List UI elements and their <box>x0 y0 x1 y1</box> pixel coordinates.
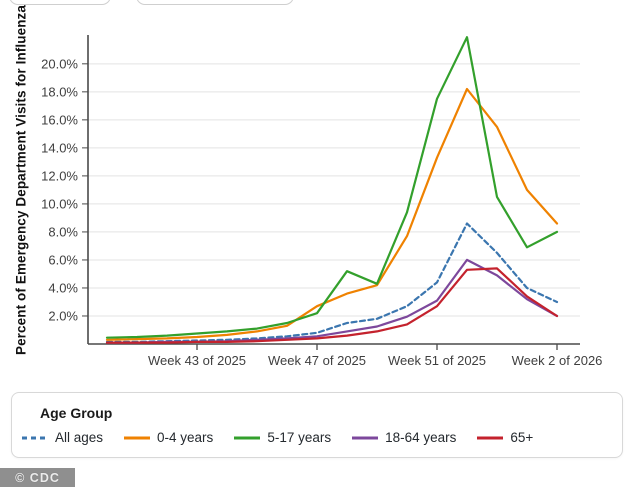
y-tick-label: 6.0% <box>48 252 78 267</box>
legend: Age Group All ages 0-4 years 5-17 years 18-… <box>11 392 623 458</box>
legend-item-0-4-years[interactable]: 0-4 years <box>124 430 213 445</box>
legend-item-label: 5-17 years <box>267 430 332 445</box>
legend-swatch-line <box>477 436 504 439</box>
series-line-65- <box>105 267 559 344</box>
x-tick-label: Week 47 of 2025 <box>268 353 366 368</box>
y-tick-label: 4.0% <box>48 280 78 295</box>
legend-item-label: 18-64 years <box>385 430 457 445</box>
x-tick-label: Week 43 of 2025 <box>148 353 246 368</box>
y-tick-label: 12.0% <box>41 168 78 183</box>
legend-swatch-line <box>352 436 379 439</box>
cdc-watermark-text: © CDC <box>15 470 60 485</box>
y-tick-label: 16.0% <box>41 112 78 127</box>
y-tick-label: 8.0% <box>48 224 78 239</box>
x-tick-label: Week 2 of 2026 <box>512 353 603 368</box>
y-tick-label: 10.0% <box>41 196 78 211</box>
series-line-18-64-years <box>105 258 559 344</box>
series-line-0-4-years <box>105 87 559 341</box>
series-line-all-ages <box>105 222 559 343</box>
legend-items: All ages 0-4 years 5-17 years 18-64 years 65… <box>22 430 622 445</box>
legend-item-18-64-years[interactable]: 18-64 years <box>352 430 456 445</box>
y-tick-label: 18.0% <box>41 84 78 99</box>
legend-item-all-ages[interactable]: All ages <box>22 430 103 445</box>
x-tick-label: Week 51 of 2025 <box>388 353 486 368</box>
legend-title: Age Group <box>40 405 113 421</box>
legend-item-label: 65+ <box>510 430 534 445</box>
legend-swatch-line <box>124 436 151 439</box>
y-tick-label: 20.0% <box>41 56 78 71</box>
cdc-watermark: © CDC <box>0 468 75 487</box>
legend-item-label: 0-4 years <box>157 430 214 445</box>
legend-swatch-line <box>234 436 261 439</box>
series-line-5-17-years <box>105 36 559 339</box>
y-tick-label: 2.0% <box>48 308 78 323</box>
legend-item-65-[interactable]: 65+ <box>477 430 533 445</box>
influenza-ed-visits-chart: Percent of Emergency Department Visits f… <box>14 5 603 368</box>
legend-item-label: All ages <box>55 430 104 445</box>
legend-item-5-17-years[interactable]: 5-17 years <box>234 430 331 445</box>
plot-area: 2.0% 4.0% 6.0% 8.0% 10.0% 12.0% 14.0% 16.0% 18.0… <box>41 35 603 368</box>
y-tick-label: 14.0% <box>41 140 78 155</box>
legend-swatch-line <box>22 436 48 439</box>
